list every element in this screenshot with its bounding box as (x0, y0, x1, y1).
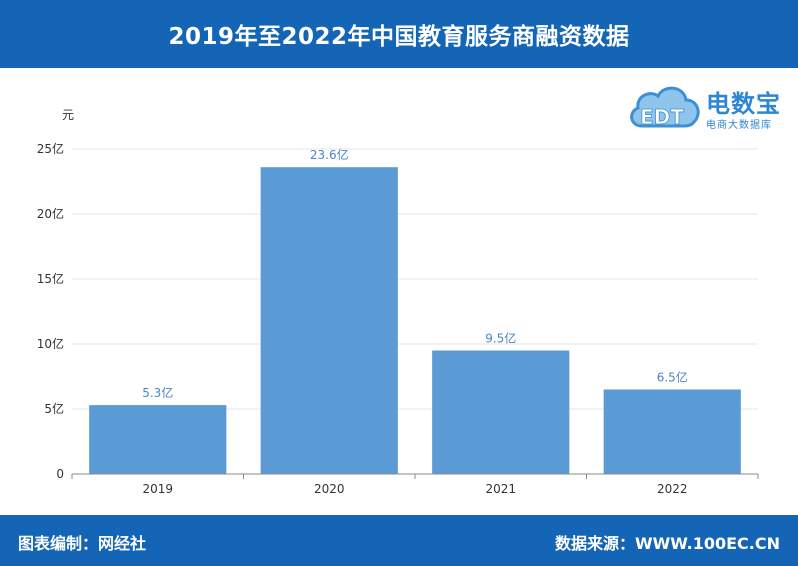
x-tick-label-2020: 2020 (314, 482, 345, 496)
data-label-2020: 23.6亿 (310, 147, 349, 162)
bar-chart: 元 0 5亿 10亿 15亿 20亿 25亿 5.3亿 23.6亿 9.5亿 6.5亿 2019… (37, 108, 759, 496)
x-tick-label-2022: 2022 (657, 482, 688, 496)
y-tick-label: 5亿 (44, 401, 64, 416)
cloud-logo-icon: EDT (630, 86, 700, 129)
bar-2022 (603, 389, 741, 474)
data-label-2022: 6.5亿 (657, 370, 688, 385)
page-title: 2019年至2022年中国教育服务商融资数据 (168, 24, 630, 50)
x-tick-label-2021: 2021 (485, 482, 516, 496)
gridlines (72, 148, 758, 410)
y-tick-label: 25亿 (37, 141, 64, 156)
y-axis-label: 元 (62, 108, 74, 122)
y-tick-label: 20亿 (37, 206, 64, 221)
data-labels: 5.3亿 23.6亿 9.5亿 6.5亿 (142, 147, 688, 400)
bar-2019 (89, 405, 227, 474)
logo-brand: 电数宝 (706, 90, 781, 118)
footer-credit: 图表编制：网经社 (18, 534, 147, 553)
logo: EDT 电数宝 电商大数据库 (628, 74, 793, 136)
logo-mark-text: EDT (640, 105, 684, 129)
x-tick-label-2019: 2019 (142, 482, 173, 496)
logo-subtitle: 电商大数据库 (706, 120, 772, 131)
y-tick-label: 15亿 (37, 271, 64, 286)
y-tick-label: 0 (56, 467, 64, 481)
data-label-2019: 5.3亿 (142, 385, 173, 400)
x-tick-labels: 2019 2020 2021 2022 (71, 474, 759, 496)
bars (89, 167, 741, 474)
y-tick-labels: 0 5亿 10亿 15亿 20亿 25亿 (37, 141, 64, 481)
data-label-2021: 9.5亿 (485, 331, 516, 346)
bar-2021 (432, 350, 570, 474)
header-bar: 2019年至2022年中国教育服务商融资数据 (0, 0, 798, 68)
footer-bar: 图表编制：网经社 数据来源：WWW.100EC.CN (0, 515, 798, 566)
footer-source: 数据来源：WWW.100EC.CN (554, 534, 780, 553)
bar-2020 (260, 167, 398, 474)
y-tick-label: 10亿 (37, 336, 64, 351)
